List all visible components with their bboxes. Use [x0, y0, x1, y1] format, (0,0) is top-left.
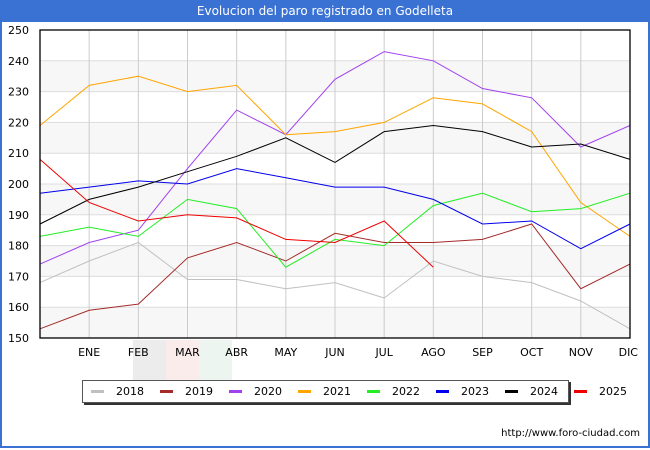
y-tick-label: 230 [8, 86, 29, 99]
y-tick-label: 170 [8, 270, 29, 283]
series-lines [39, 51, 631, 330]
source-url[interactable]: http://www.foro-ciudad.com [501, 428, 640, 439]
legend-swatch [436, 390, 449, 393]
y-tick-label: 250 [8, 24, 29, 37]
series-line-2020 [39, 51, 631, 265]
chart-title: Evolucion del paro registrado en Godelle… [0, 0, 650, 22]
x-axis-ticks: ENE FEB MAR ABR MAY JUN JUL AGO SEP OCT NOV DIC [78, 346, 638, 359]
legend-item-2024: 2024 [505, 385, 558, 398]
y-tick-label: 240 [8, 55, 29, 68]
x-tick-label: OCT [520, 346, 543, 359]
legend-label: 2025 [599, 385, 627, 398]
legend-item-2022: 2022 [367, 385, 420, 398]
x-tick-label: MAY [274, 346, 297, 359]
y-tick-label: 200 [8, 178, 29, 191]
legend: 2018 2019 2020 2021 2022 2023 2024 2025 [82, 380, 627, 403]
x-tick-label: FEB [128, 346, 149, 359]
legend-swatch [367, 390, 380, 393]
series-line-2022 [39, 192, 631, 268]
legend-label: 2018 [116, 385, 144, 398]
series-line-2024 [39, 124, 631, 225]
legend-label: 2023 [461, 385, 489, 398]
x-tick-label: ABR [225, 346, 248, 359]
x-tick-label: AGO [421, 346, 446, 359]
legend-swatch [91, 390, 104, 393]
y-tick-label: 210 [8, 147, 29, 160]
legend-swatch [229, 390, 242, 393]
legend-label: 2021 [323, 385, 351, 398]
legend-swatch [160, 390, 173, 393]
y-tick-label: 150 [8, 332, 29, 345]
legend-label: 2022 [392, 385, 420, 398]
x-tick-label: SEP [472, 346, 493, 359]
x-tick-label: MAR [175, 346, 200, 359]
y-tick-label: 180 [8, 240, 29, 253]
y-tick-label: 220 [8, 116, 29, 129]
legend-swatch [298, 390, 311, 393]
x-tick-label: JUL [374, 346, 393, 359]
legend-swatch [505, 390, 518, 393]
legend-item-2018: 2018 [91, 385, 144, 398]
legend-label: 2024 [530, 385, 558, 398]
y-axis-ticks: 150 160 170 180 190 200 210 220 230 240 250 [8, 24, 29, 345]
legend-swatch [574, 390, 587, 393]
legend-label: 2019 [185, 385, 213, 398]
x-tick-label: NOV [569, 346, 594, 359]
series-line-2021 [39, 75, 631, 237]
series-line-2019 [39, 223, 631, 330]
legend-item-2021: 2021 [298, 385, 351, 398]
legend-item-2023: 2023 [436, 385, 489, 398]
series-line-2018 [39, 241, 631, 330]
x-tick-label: DIC [619, 346, 639, 359]
legend-item-2019: 2019 [160, 385, 213, 398]
legend-item-2025: 2025 [574, 385, 627, 398]
series-line-2025 [39, 159, 434, 268]
x-tick-label: JUN [324, 346, 345, 359]
legend-label: 2020 [254, 385, 282, 398]
legend-item-2020: 2020 [229, 385, 282, 398]
y-tick-label: 160 [8, 301, 29, 314]
series-line-2023 [39, 168, 631, 250]
x-tick-label: ENE [78, 346, 100, 359]
y-tick-label: 190 [8, 209, 29, 222]
plot-border [39, 29, 631, 339]
